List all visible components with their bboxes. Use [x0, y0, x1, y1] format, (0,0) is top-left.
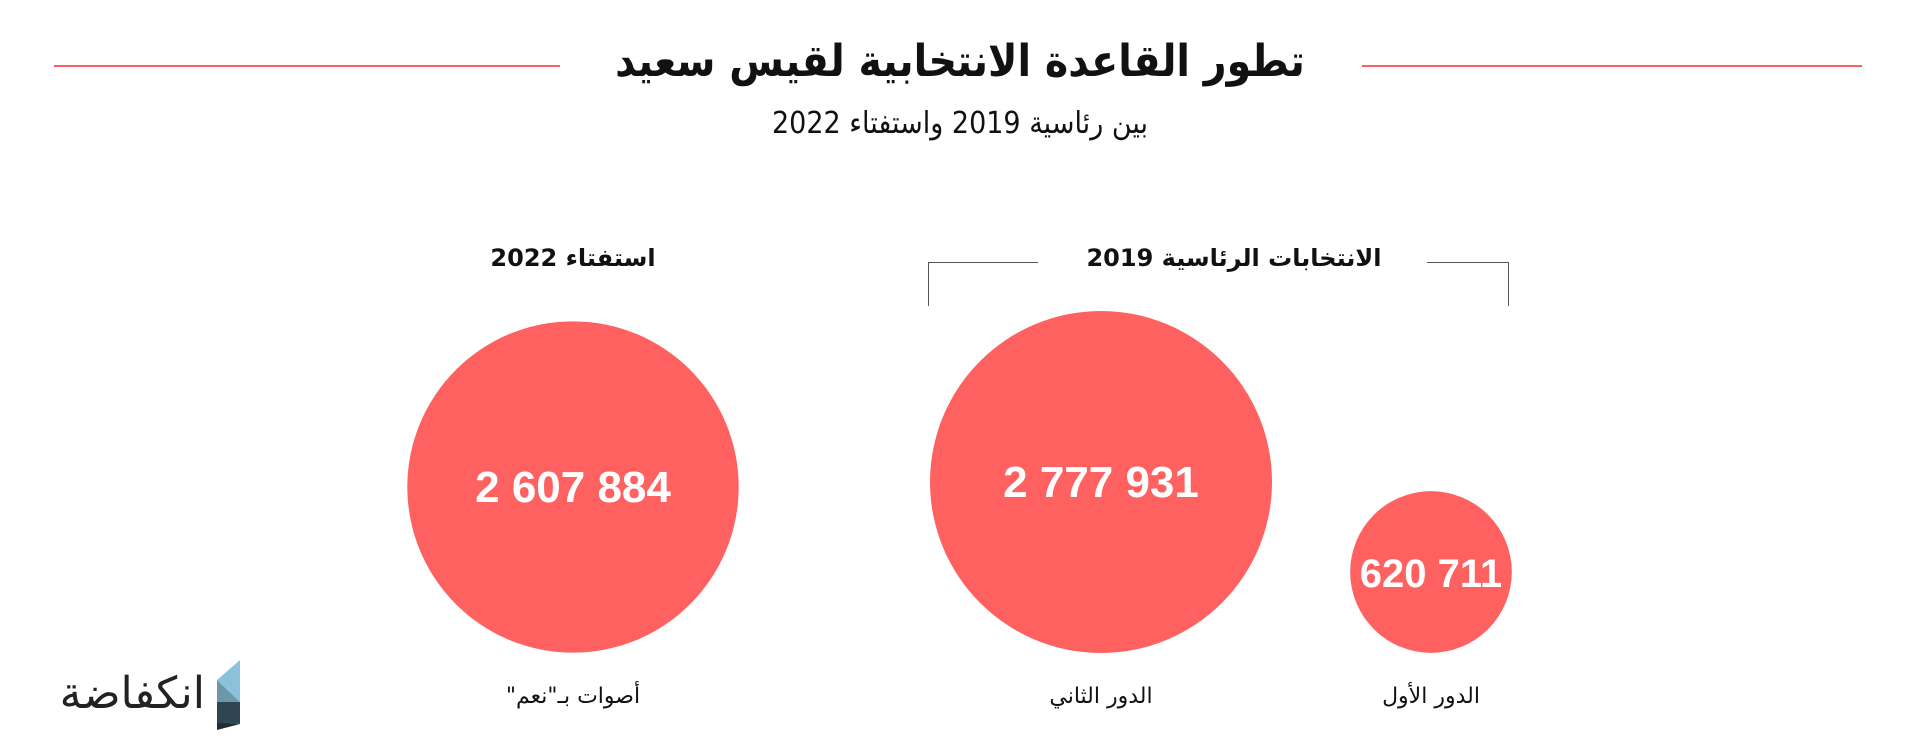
- bracket-left-side: [928, 262, 929, 306]
- logo-mark-icon: [217, 660, 240, 730]
- section-presidential-heading: الانتخابات الرئاسية 2019: [1086, 244, 1382, 272]
- category-label-first-round: الدور الأول: [1382, 684, 1480, 709]
- title-rule-left: [54, 65, 560, 67]
- bracket-right-side: [1508, 262, 1509, 306]
- bubble-referendum: [407, 321, 739, 653]
- chart-title: تطور القاعدة الانتخابية لقيس سعيد: [615, 36, 1306, 87]
- bubble-second-round: [930, 311, 1272, 653]
- category-label-second-round: الدور الثاني: [1049, 684, 1153, 709]
- logo-text: انكفاضة: [59, 668, 205, 719]
- title-rule-right: [1362, 65, 1862, 67]
- value-label-second-round: 2 777 931: [1003, 458, 1199, 507]
- inkyfada-logo: انكفاضة: [55, 658, 245, 732]
- section-referendum-heading: استفتاء 2022: [490, 244, 656, 272]
- category-label-referendum: أصوات بـ"نعم": [505, 684, 641, 709]
- value-label-first-round: 620 711: [1360, 552, 1502, 596]
- bracket-right-top: [1427, 262, 1509, 263]
- bubble-first-round: [1350, 491, 1512, 653]
- bracket-left-top: [928, 262, 1038, 263]
- value-label-referendum: 2 607 884: [475, 463, 671, 512]
- chart-subtitle: بين رئاسية 2019 واستفتاء 2022: [771, 106, 1149, 141]
